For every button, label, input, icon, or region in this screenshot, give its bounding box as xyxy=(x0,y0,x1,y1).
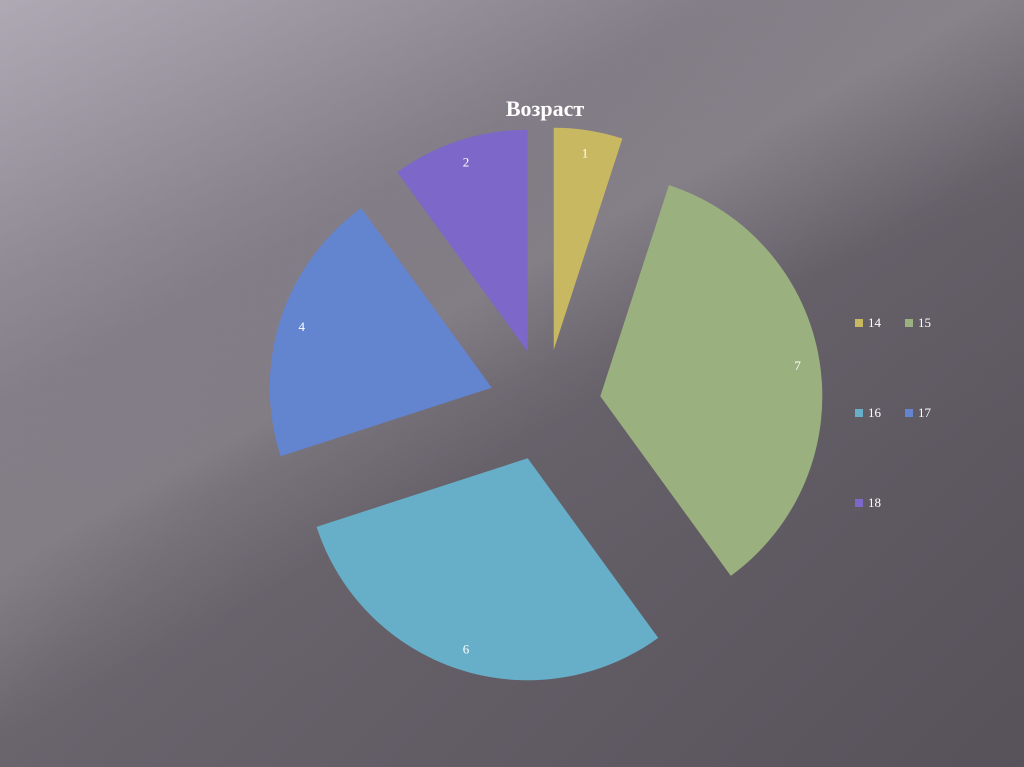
legend-swatch xyxy=(905,409,913,417)
legend-label: 15 xyxy=(918,315,931,330)
data-label-18: 2 xyxy=(463,155,470,170)
legend-swatch xyxy=(855,499,863,507)
legend-item-16: 16 xyxy=(855,405,905,421)
pie-slice-16 xyxy=(316,458,659,681)
legend-label: 14 xyxy=(868,315,881,330)
legend-item-18: 18 xyxy=(855,495,905,511)
data-label-14: 1 xyxy=(582,145,589,160)
pie-slice-17 xyxy=(269,208,492,457)
pie-slice-18 xyxy=(397,129,528,352)
pie-slice-15 xyxy=(600,185,823,576)
legend-swatch xyxy=(905,319,913,327)
data-label-17: 4 xyxy=(298,319,305,334)
legend-item-15: 15 xyxy=(905,315,955,331)
chart-title: Возраст xyxy=(505,96,585,121)
legend-label: 17 xyxy=(918,405,931,420)
legend-label: 18 xyxy=(868,495,881,510)
legend-item-14: 14 xyxy=(855,315,905,331)
data-label-16: 6 xyxy=(463,641,470,656)
pie-slice-14 xyxy=(553,127,623,350)
legend-swatch xyxy=(855,409,863,417)
legend-item-17: 17 xyxy=(905,405,955,421)
legend-swatch xyxy=(855,319,863,327)
legend-label: 16 xyxy=(868,405,881,420)
legend: 14 15 16 17 18 xyxy=(855,315,975,511)
data-label-15: 7 xyxy=(794,358,801,373)
